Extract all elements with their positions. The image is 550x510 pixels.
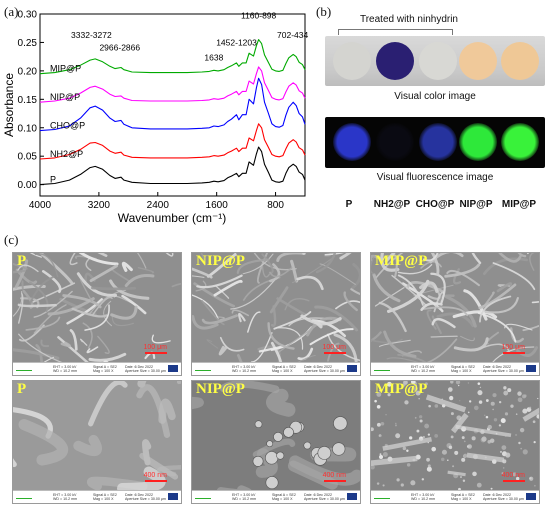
sample-label-p: P xyxy=(345,199,353,210)
peak-annotation: 1638 xyxy=(204,53,223,63)
scale-bar xyxy=(324,352,346,354)
scale-bar xyxy=(503,480,525,482)
sem-info-bar: EHT = 3.00 kV WD = 10.2 mm Signal A = SE2… xyxy=(371,362,539,375)
sem-image-p-high: P 400 nm EHT = 3.00 kV WD = 10.2 mm Signa… xyxy=(12,380,182,504)
sample-label-nh2: NH2@P xyxy=(373,199,411,210)
panel-label-b: (b) xyxy=(316,4,332,19)
color-disc-mip xyxy=(501,42,539,80)
peak-annotation: 3332-3272 xyxy=(71,30,112,40)
scale-bar-label: 400 nm xyxy=(322,472,346,479)
fluo-disc-mip xyxy=(501,123,539,161)
sample-label-nip: NIP@P xyxy=(459,199,493,210)
peak-annotation: 2966-2866 xyxy=(99,42,140,52)
sem-texture xyxy=(13,253,181,363)
zeiss-logo xyxy=(526,365,536,372)
panel-label-a: (a) xyxy=(4,4,19,19)
series-line-nip-p xyxy=(39,66,306,103)
x-tick-label: 2400 xyxy=(147,200,170,211)
scale-bar-label: 400 nm xyxy=(501,472,525,479)
sem-info-bar: EHT = 3.00 kV WD = 10.2 mm Signal A = SE2… xyxy=(371,490,539,503)
zeiss-logo xyxy=(168,365,178,372)
sem-texture xyxy=(192,381,360,491)
series-line-p xyxy=(39,146,306,186)
zeiss-logo xyxy=(526,493,536,500)
sem-texture xyxy=(371,381,539,491)
series-line-mip-p xyxy=(39,39,306,75)
sem-image-mip-low: MIP@P 100 μm EHT = 3.00 kV WD = 10.2 mm S… xyxy=(370,252,540,376)
fluo-disc-nh2 xyxy=(376,123,414,161)
sem-image-nip-low: NIP@P 100 μm EHT = 3.00 kV WD = 10.2 mm S… xyxy=(191,252,361,376)
plot-frame xyxy=(39,13,306,197)
sem-info-bar: EHT = 3.00 kV WD = 10.2 mm Signal A = SE2… xyxy=(192,362,360,375)
color-disc-p xyxy=(333,42,371,80)
x-tick-label: 1600 xyxy=(206,200,229,211)
sem-image-mip-high: MIP@P 400 nm EHT = 3.00 kV WD = 10.2 mm S… xyxy=(370,380,540,504)
fluo-disc-p xyxy=(333,123,371,161)
sem-info-bar: EHT = 3.00 kV WD = 10.2 mm Signal A = SE2… xyxy=(192,490,360,503)
y-tick-label: 0.15 xyxy=(18,95,38,106)
sample-label-mip: MIP@P xyxy=(501,199,537,210)
peak-annotation: 1452-1203 xyxy=(216,37,257,47)
y-tick-label: 0.25 xyxy=(18,38,38,49)
fluorescence-caption: Visual fluorescence image xyxy=(376,172,494,183)
series-label: MIP@P xyxy=(50,63,81,73)
sample-label-cho: CHO@P xyxy=(415,199,455,210)
sem-texture xyxy=(371,253,539,363)
zeiss-logo xyxy=(347,493,357,500)
peak-annotation: 1160-898 xyxy=(241,11,277,21)
scale-bar xyxy=(145,480,167,482)
series-label: CHO@P xyxy=(50,120,85,130)
x-axis-title: Wavenumber (cm⁻¹) xyxy=(118,211,227,225)
ninhydrin-bracket xyxy=(338,29,453,35)
y-tick-label: 0.00 xyxy=(18,180,38,191)
series-label: NH2@P xyxy=(50,149,83,159)
sem-label: NIP@P xyxy=(196,253,245,269)
y-tick-label: 0.05 xyxy=(18,152,38,163)
scale-bar-label: 100 μm xyxy=(501,344,526,351)
scale-bar xyxy=(145,352,167,354)
peak-annotation: 702-434 xyxy=(277,30,308,40)
x-tick-label: 3200 xyxy=(88,200,111,211)
sem-image-nip-high: NIP@P 400 nm EHT = 3.00 kV WD = 10.2 mm S… xyxy=(191,380,361,504)
sem-label: MIP@P xyxy=(375,253,428,269)
scale-bar-label: 100 μm xyxy=(143,344,168,351)
color-caption: Visual color image xyxy=(394,91,476,102)
color-photo xyxy=(325,36,545,86)
zeiss-logo xyxy=(168,493,178,500)
fluorescence-photo xyxy=(325,117,545,168)
ftir-chart: P NH2@P CHO@P NIP@P MIP@P 0.00 0.05 0.10 0.15 0.… xyxy=(2,10,308,226)
series-label: P xyxy=(50,174,56,184)
series-label: NIP@P xyxy=(50,92,80,102)
y-tick-label: 0.20 xyxy=(18,66,38,77)
color-disc-cho xyxy=(419,42,457,80)
sem-info-bar: EHT = 3.00 kV WD = 10.2 mm Signal A = SE2… xyxy=(13,490,181,503)
sem-info-bar: EHT = 3.00 kV WD = 10.2 mm Signal A = SE2… xyxy=(13,362,181,375)
sem-label: P xyxy=(17,381,27,397)
scale-bar-label: 100 μm xyxy=(322,344,347,351)
zeiss-logo xyxy=(347,365,357,372)
series-line-nh2-p xyxy=(39,123,306,160)
sem-label: NIP@P xyxy=(196,381,245,397)
scale-bar-label: 400 nm xyxy=(143,472,167,479)
x-tick-label: 800 xyxy=(267,200,284,211)
fluo-disc-cho xyxy=(419,123,457,161)
color-disc-nip xyxy=(459,42,497,80)
fluo-disc-nip xyxy=(459,123,497,161)
ninhydrin-title: Treated with ninhydrin xyxy=(359,14,458,25)
y-axis-title: Absorbance xyxy=(2,73,16,137)
series-line-cho-p xyxy=(39,77,306,132)
y-tick-label: 0.10 xyxy=(18,123,38,134)
scale-bar xyxy=(324,480,346,482)
sem-label: MIP@P xyxy=(375,381,428,397)
panel-label-c: (c) xyxy=(4,232,19,247)
sem-image-p-low: P 100 μm EHT = 3.00 kV WD = 10.2 mm Signa… xyxy=(12,252,182,376)
sem-texture xyxy=(13,381,181,491)
color-disc-nh2 xyxy=(376,42,414,80)
scale-bar xyxy=(503,352,525,354)
y-tick-label: 0.30 xyxy=(18,10,38,21)
x-tick-label: 4000 xyxy=(29,200,52,211)
sem-label: P xyxy=(17,253,27,269)
